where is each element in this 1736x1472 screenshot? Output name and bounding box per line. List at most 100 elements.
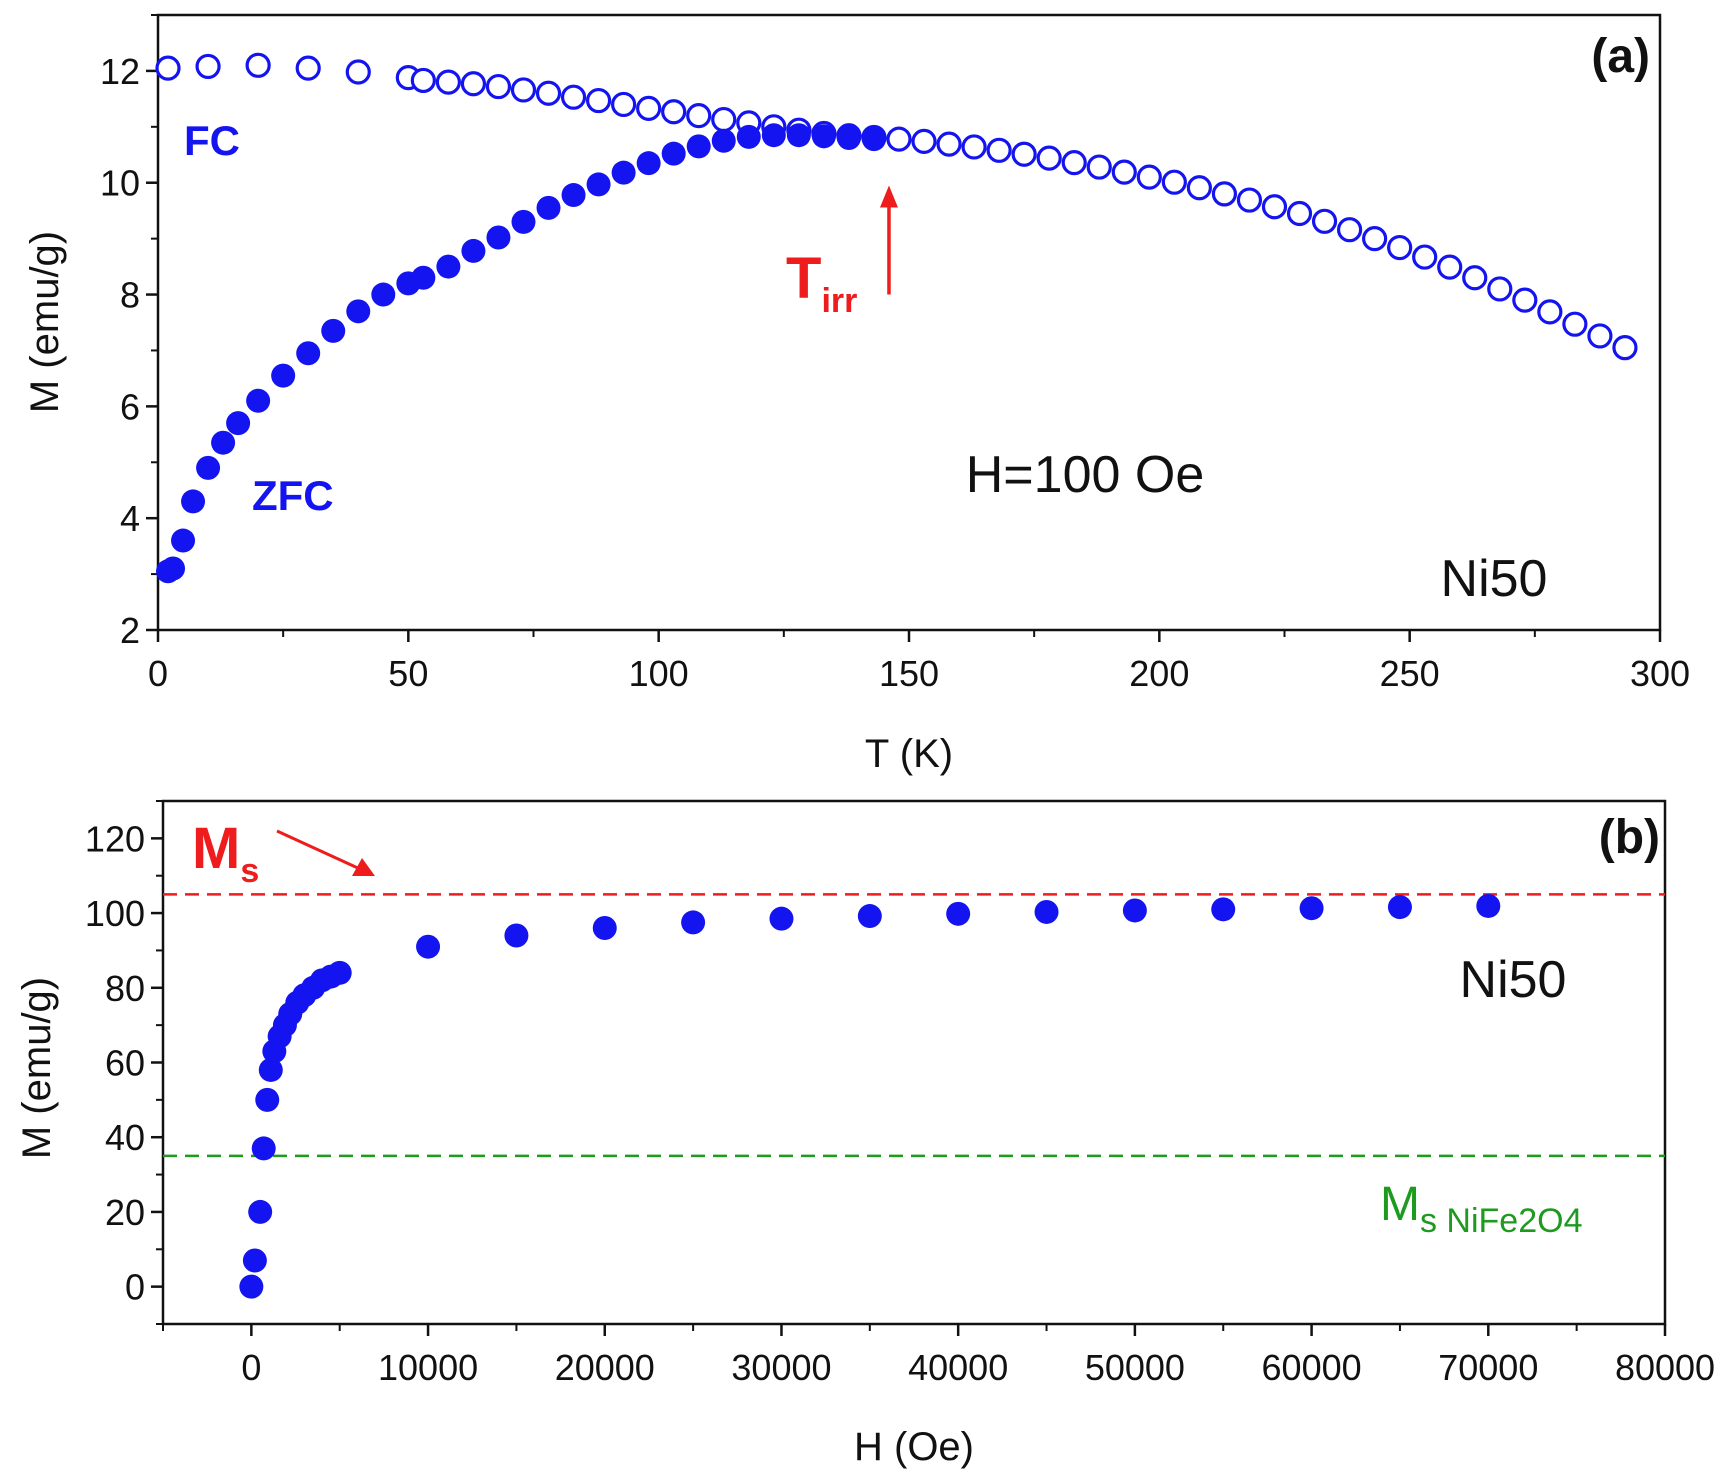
panel-b-x-tick-label: 60000 (1262, 1347, 1362, 1388)
zfc-point (411, 265, 436, 290)
fc-point (1061, 150, 1087, 176)
mh-point (592, 916, 617, 941)
panel-b-y-tick-label: 20 (105, 1192, 145, 1233)
zfc-point (486, 225, 511, 250)
fc-point (1412, 244, 1438, 270)
zfc-point (786, 123, 811, 148)
t-irr-arrow-head (879, 185, 898, 208)
zfc-point (586, 172, 611, 197)
mh-point (1211, 897, 1236, 922)
mh-point (327, 960, 352, 985)
mh-point (946, 901, 971, 926)
ms-label: Ms (192, 816, 259, 890)
panel-a-y-tick-label: 10 (100, 163, 140, 204)
panel-b-x-tick-label: 20000 (555, 1347, 655, 1388)
fc-point (1111, 159, 1137, 185)
zfc-point (761, 123, 786, 148)
zfc-series (156, 123, 886, 584)
panel-b-x-tick-label: 0 (241, 1347, 261, 1388)
ms-sub: s (240, 852, 259, 890)
zfc-point (246, 388, 271, 413)
fc-point (1587, 323, 1613, 349)
fc-point (460, 71, 487, 97)
fc-point (636, 95, 662, 121)
fc-point (911, 128, 937, 154)
t-irr-main: T (786, 246, 821, 311)
panel-b-x-tick-label: 70000 (1438, 1347, 1538, 1388)
panel-b-x-tick-label: 80000 (1615, 1347, 1715, 1388)
zfc-point (536, 195, 561, 220)
panel-b-y-tick-label: 80 (105, 968, 145, 1009)
fc-point (1286, 200, 1313, 227)
zfc-point (161, 556, 186, 581)
mh-point (258, 1057, 283, 1082)
panel-a-y-axis-title: M (emu/g) (23, 231, 67, 413)
zfc-point (226, 411, 251, 436)
fc-point (510, 77, 537, 103)
panel-b-ticks: 0 10000 20000 30000 40000 50000 60000 70000 8000… (85, 800, 1715, 1388)
zfc-point (321, 318, 346, 343)
panel-b-x-tick-label: 10000 (378, 1347, 478, 1388)
fc-point (1537, 299, 1563, 325)
mh-point (769, 906, 794, 931)
zfc-point (636, 151, 661, 176)
mh-point (1034, 899, 1059, 924)
mh-point (681, 910, 706, 935)
ms-nife2o4-main: M (1380, 1178, 1420, 1231)
fc-point (1161, 169, 1187, 195)
mh-point (416, 934, 441, 959)
zfc-point (271, 363, 296, 388)
fc-point (1036, 145, 1062, 171)
panel-a-sample-label: Ni50 (1441, 550, 1548, 608)
mh-series (239, 893, 1501, 1299)
zfc-point (371, 282, 396, 307)
panel-b-x-tick-label: 30000 (731, 1347, 831, 1388)
panel-a-x-tick-label: 300 (1630, 653, 1690, 694)
zfc-point (736, 124, 761, 149)
zfc-point (346, 299, 371, 324)
zfc-point (861, 127, 886, 152)
ms-nife2o4-sub: s NiFe2O4 (1420, 1202, 1583, 1240)
fc-point (1437, 254, 1463, 280)
ms-main: M (192, 816, 240, 881)
panel-b-x-tick-label: 50000 (1085, 1347, 1185, 1388)
zfc-point (211, 430, 236, 455)
ms-arrow-head (352, 858, 375, 876)
panel-b-sample-label: Ni50 (1460, 951, 1567, 1009)
fc-point (711, 106, 737, 133)
panel-a-x-tick-label: 100 (629, 653, 689, 694)
fc-point (1186, 175, 1212, 201)
fc-point (661, 99, 687, 125)
mh-point (242, 1248, 267, 1273)
mh-point (1299, 896, 1324, 921)
zfc-point (811, 124, 836, 149)
fc-point (686, 103, 712, 129)
zfc-point (436, 254, 461, 279)
zfc-point (686, 134, 711, 159)
mh-point (1122, 898, 1147, 923)
panel-b-x-tick-label: 40000 (908, 1347, 1008, 1388)
zfc-point (711, 128, 736, 153)
zfc-point (661, 141, 686, 166)
fc-point (1387, 234, 1413, 261)
panel-b-label: (b) (1599, 811, 1660, 864)
fc-point (295, 55, 321, 81)
t-irr-sub: irr (821, 282, 857, 320)
zfc-point (511, 209, 536, 234)
panel-b-y-tick-label: 100 (85, 893, 145, 934)
fc-point (485, 73, 512, 100)
mh-point (251, 1136, 276, 1161)
zfc-point (171, 528, 196, 553)
fc-point (410, 67, 436, 94)
panel-b-y-tick-label: 60 (105, 1043, 145, 1084)
panel-b-chart: 0 10000 20000 30000 40000 50000 60000 70000 8000… (15, 799, 1715, 1469)
fc-point (1362, 226, 1388, 252)
zfc-point (196, 455, 221, 480)
fc-point (1512, 287, 1538, 313)
fc-point (560, 84, 587, 110)
fc-point (1612, 335, 1638, 361)
zfc-point (461, 238, 486, 263)
mh-point (255, 1087, 280, 1112)
ms-nife2o4-label: Ms NiFe2O4 (1380, 1178, 1582, 1240)
